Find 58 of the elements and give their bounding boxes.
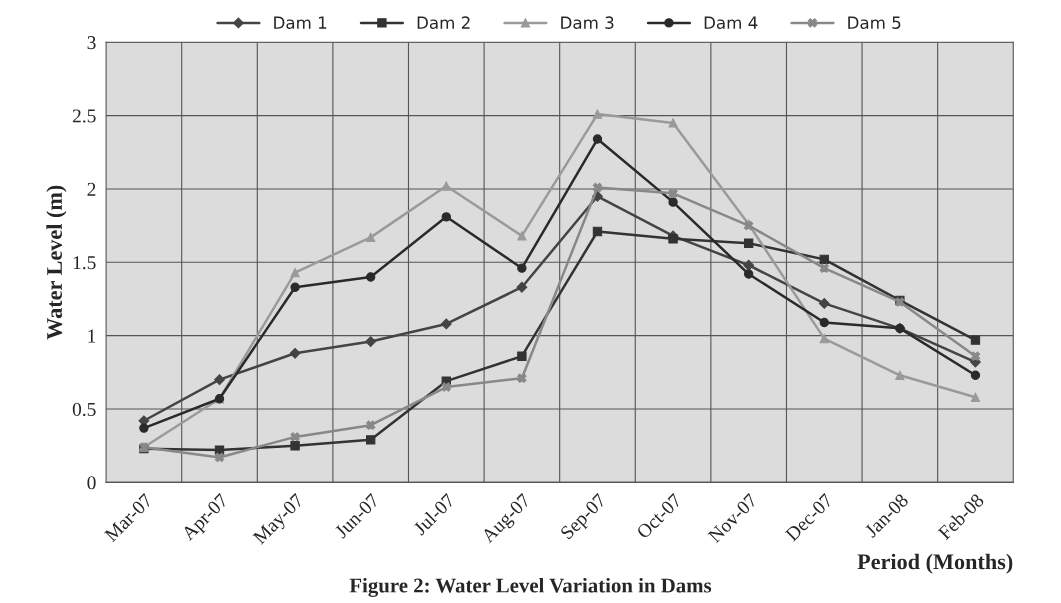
point bbox=[592, 226, 603, 237]
point bbox=[668, 197, 678, 207]
point bbox=[970, 370, 981, 380]
point bbox=[668, 234, 678, 244]
y-tick-label: 0 bbox=[87, 476, 96, 490]
point bbox=[743, 259, 755, 271]
y-tick-label: 1.5 bbox=[73, 256, 96, 270]
point bbox=[743, 238, 754, 248]
point bbox=[517, 373, 527, 383]
caption: Figure 2: Water Level Variation in Dams bbox=[349, 577, 712, 597]
point bbox=[970, 392, 981, 402]
point bbox=[366, 232, 376, 243]
point bbox=[517, 263, 527, 273]
point bbox=[365, 336, 377, 347]
legend-label: Dam 1 bbox=[274, 16, 327, 29]
point bbox=[970, 335, 981, 345]
point bbox=[895, 370, 905, 380]
point bbox=[819, 317, 829, 328]
legend-label: Dam 4 bbox=[704, 16, 758, 29]
point bbox=[214, 445, 225, 455]
x-axis-title: Period (Months) bbox=[857, 553, 1013, 574]
point bbox=[819, 254, 829, 265]
y-tick-label: 1 bbox=[88, 329, 96, 343]
y-tick-label: 2.5 bbox=[72, 109, 96, 123]
point bbox=[517, 351, 527, 361]
legend-label: Dam 2 bbox=[417, 16, 470, 29]
point bbox=[290, 282, 300, 292]
legend-label: Dam 5 bbox=[848, 16, 901, 29]
point bbox=[440, 318, 452, 330]
point bbox=[366, 272, 376, 282]
legend-label: Dam 3 bbox=[561, 16, 614, 29]
point bbox=[516, 281, 528, 293]
point bbox=[819, 333, 829, 344]
point bbox=[668, 188, 678, 199]
point bbox=[290, 267, 300, 278]
point bbox=[818, 297, 830, 309]
y-tick-label: 2 bbox=[87, 182, 96, 196]
point bbox=[441, 181, 451, 191]
y-tick-label: 0.5 bbox=[72, 402, 96, 417]
point bbox=[290, 432, 300, 442]
point bbox=[139, 423, 149, 433]
point bbox=[290, 441, 300, 451]
point bbox=[743, 269, 754, 279]
point bbox=[592, 109, 603, 119]
point bbox=[366, 435, 376, 445]
point bbox=[289, 347, 301, 359]
y-tick-label: 3 bbox=[87, 36, 96, 50]
point bbox=[214, 452, 225, 463]
point bbox=[668, 118, 678, 128]
point bbox=[517, 231, 527, 241]
point bbox=[819, 263, 829, 273]
point bbox=[366, 420, 376, 430]
y-axis-title: Water Level (m) bbox=[46, 185, 67, 340]
point bbox=[441, 212, 451, 222]
point bbox=[970, 351, 981, 361]
point bbox=[441, 382, 451, 392]
point bbox=[592, 134, 603, 144]
point bbox=[214, 374, 225, 386]
